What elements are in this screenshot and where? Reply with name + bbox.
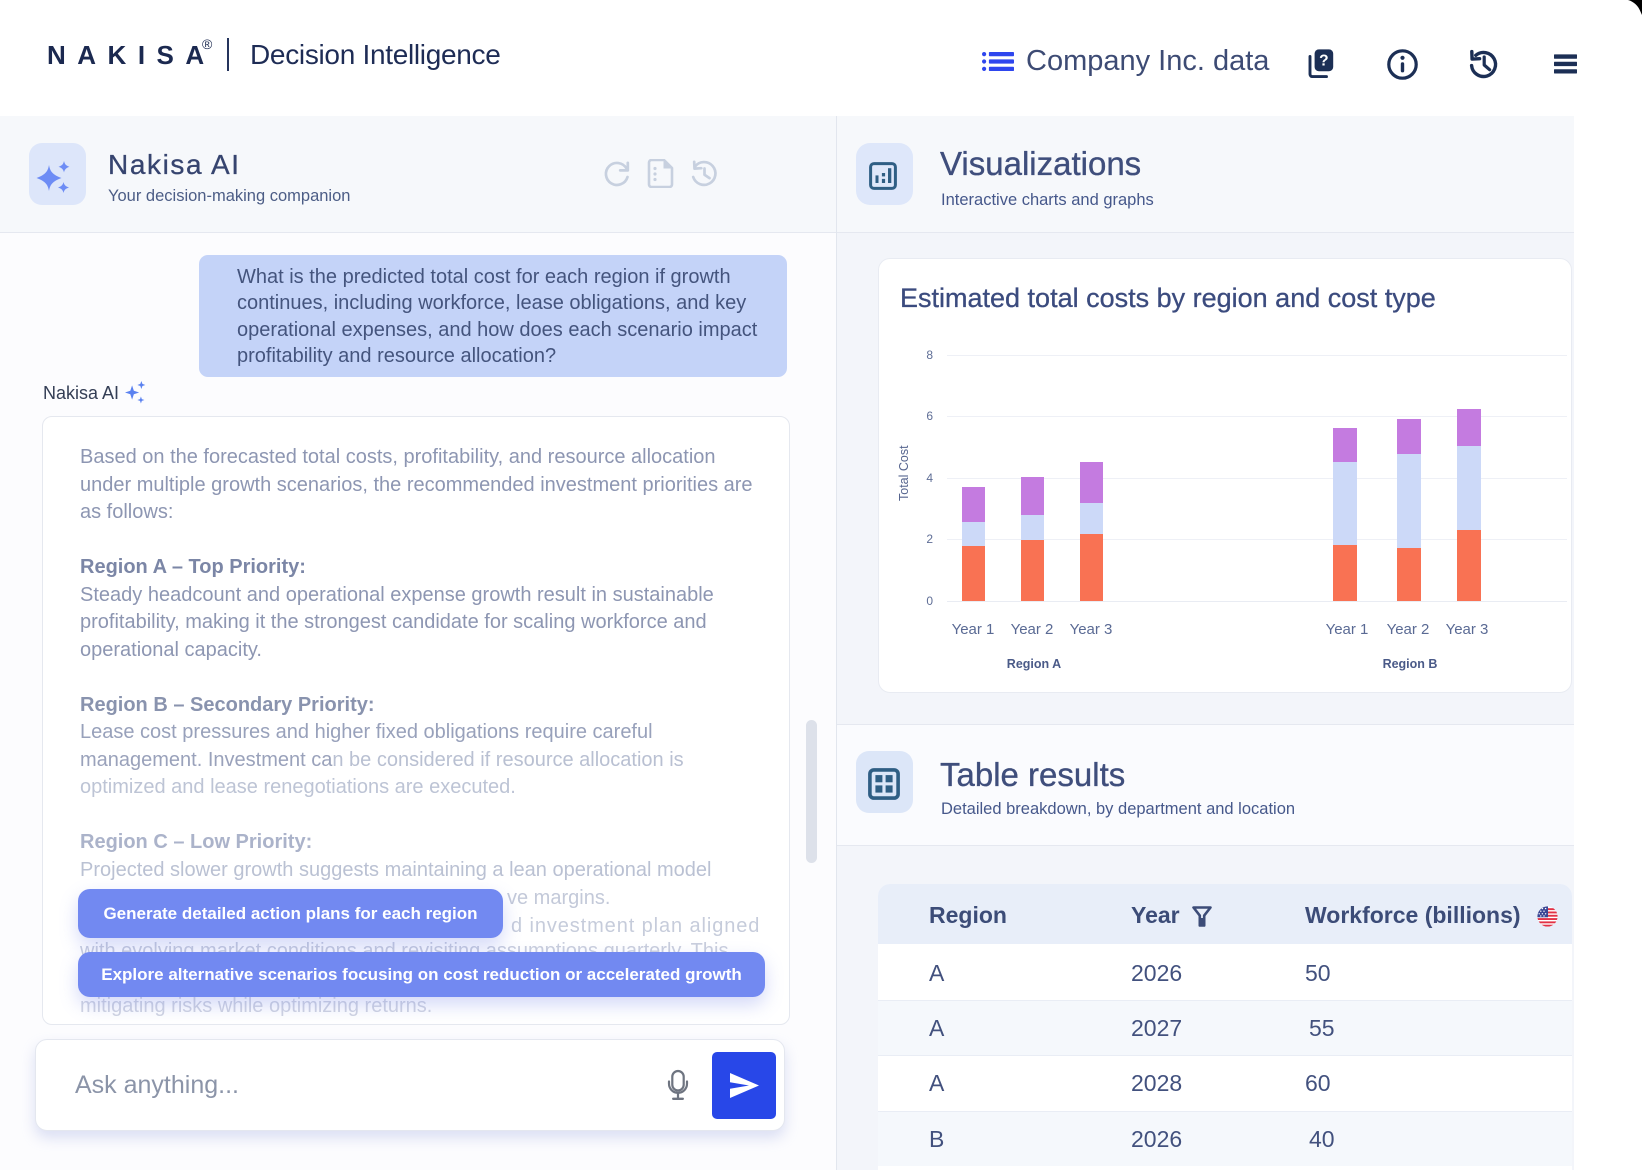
svg-text:?: ? <box>1319 53 1328 70</box>
